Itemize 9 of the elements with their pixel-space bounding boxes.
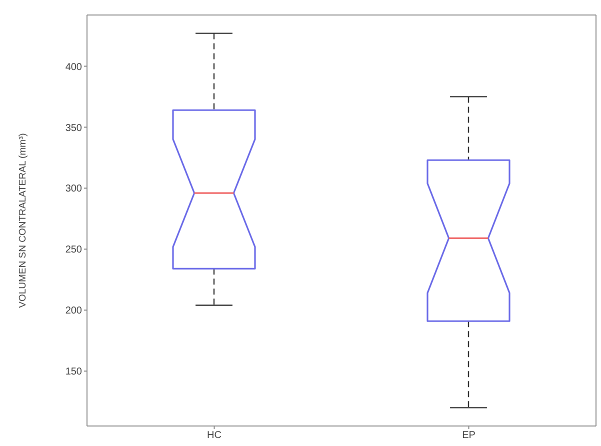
y-tick-label: 200 xyxy=(65,306,82,317)
y-tick-label: 400 xyxy=(65,62,82,73)
y-tick-label: 150 xyxy=(65,366,82,378)
x-tick-label: HC xyxy=(207,430,222,442)
y-tick-label: 300 xyxy=(65,184,82,195)
y-tick-label: 350 xyxy=(65,122,82,134)
x-tick-label: EP xyxy=(462,430,476,442)
y-tick-label: 250 xyxy=(65,244,82,256)
y-axis-title: VOLUMEN SN CONTRALATERAL (mm³) xyxy=(17,133,28,308)
